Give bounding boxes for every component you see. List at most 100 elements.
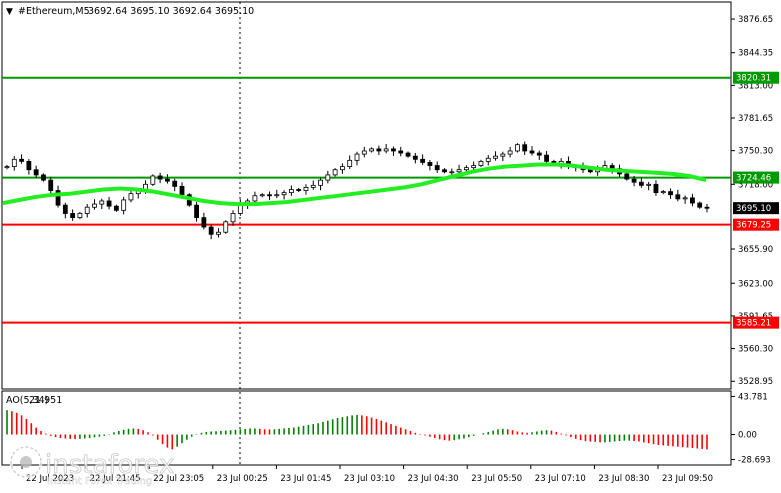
candle-body bbox=[310, 184, 316, 188]
ao-tick-label: 43.781 bbox=[738, 392, 768, 402]
candle-body bbox=[92, 203, 97, 208]
candle-body bbox=[631, 178, 637, 183]
time-tick-label: 22 Jul 23:05 bbox=[153, 474, 204, 484]
candle-body bbox=[376, 148, 382, 152]
candle-body bbox=[340, 166, 345, 171]
support-label: 3585.21 bbox=[736, 319, 771, 329]
candle-body bbox=[587, 169, 593, 173]
ao-tick-label: 0.00 bbox=[738, 431, 757, 441]
ao-value: 21.951 bbox=[29, 395, 62, 406]
candle-body bbox=[434, 165, 440, 171]
candle-body bbox=[675, 194, 681, 200]
candle-body bbox=[347, 159, 353, 167]
candle-body bbox=[259, 194, 265, 197]
candle-body bbox=[369, 148, 374, 152]
candle-body bbox=[318, 179, 323, 186]
candle-body bbox=[128, 193, 134, 201]
candle-body bbox=[544, 154, 549, 162]
candle-body bbox=[522, 144, 528, 152]
current-price-box bbox=[733, 202, 779, 215]
candle-body bbox=[493, 155, 498, 159]
candle-body bbox=[325, 174, 331, 181]
candle-body bbox=[420, 158, 426, 163]
candle-body bbox=[26, 160, 32, 171]
candle-body bbox=[478, 160, 484, 166]
candle-body bbox=[274, 194, 280, 197]
candle-body bbox=[19, 158, 24, 162]
candle-body bbox=[99, 200, 105, 205]
candle-body bbox=[427, 162, 433, 166]
candle-body bbox=[113, 205, 119, 211]
time-tick-label: 22 Jul 2023 bbox=[26, 474, 74, 484]
candle-body bbox=[33, 169, 39, 176]
candle-body bbox=[121, 199, 127, 211]
candle-body bbox=[660, 191, 666, 194]
support-label-box bbox=[733, 316, 779, 329]
candle-body bbox=[463, 167, 469, 171]
candle-body bbox=[208, 226, 214, 235]
price-tick-label: 3718.00 bbox=[738, 180, 773, 190]
candle-body bbox=[704, 206, 710, 209]
price-tick-label: 3750.30 bbox=[738, 147, 773, 157]
candle-body bbox=[55, 190, 61, 206]
time-tick-label: 23 Jul 03:10 bbox=[344, 474, 395, 484]
time-tick-label: 23 Jul 01:45 bbox=[280, 474, 331, 484]
candle-body bbox=[412, 155, 418, 160]
candle-body bbox=[398, 150, 404, 154]
candle-body bbox=[383, 148, 389, 152]
candle-body bbox=[41, 174, 46, 181]
candle-body bbox=[288, 189, 294, 194]
level-labels: 3820.31 3724.46 3679.25 3585.21 3695.10 bbox=[733, 71, 779, 329]
price-tick-label: 3655.90 bbox=[738, 245, 773, 255]
candle-body bbox=[361, 150, 367, 155]
time-tick-label: 22 Jul 21:45 bbox=[90, 474, 141, 484]
candle-body bbox=[638, 181, 644, 186]
collapse-arrow-icon[interactable]: ▼ bbox=[6, 7, 13, 17]
candle-body bbox=[332, 169, 338, 176]
candle-body bbox=[150, 175, 156, 185]
main-plot-frame bbox=[1, 1, 732, 390]
candle-body bbox=[267, 194, 272, 197]
logo-brand: instaforex bbox=[45, 450, 174, 480]
resistance-label-box bbox=[733, 171, 779, 184]
candle-body bbox=[690, 197, 695, 204]
candle-body bbox=[70, 213, 76, 219]
candle-body bbox=[48, 179, 54, 191]
price-tick-label: 3623.00 bbox=[738, 279, 773, 289]
candle-body bbox=[405, 152, 411, 157]
support-label: 3679.25 bbox=[736, 221, 771, 231]
candle-body bbox=[4, 166, 10, 169]
candle-body bbox=[157, 175, 163, 180]
candle-body bbox=[230, 213, 236, 223]
candle-body bbox=[179, 185, 185, 196]
logo-tagline: Instant Forex Trading bbox=[47, 476, 152, 487]
ma-line bbox=[2, 162, 707, 207]
price-tick-label: 3528.95 bbox=[738, 377, 773, 387]
ao-axis: 43.781 0.00 -28.693 bbox=[731, 392, 771, 466]
price-tick-label: 3781.65 bbox=[738, 114, 773, 124]
ao-tick-label: -28.693 bbox=[738, 456, 771, 466]
resistance-label-box bbox=[733, 71, 779, 84]
candle-body bbox=[624, 173, 630, 180]
candle-body bbox=[252, 195, 258, 202]
price-tick-label: 3876.65 bbox=[738, 15, 773, 25]
candle-body bbox=[536, 152, 542, 156]
ao-label: AO(5,34) bbox=[6, 395, 48, 406]
candle-body bbox=[442, 169, 447, 173]
candle-body bbox=[296, 189, 302, 191]
moving-average bbox=[2, 162, 707, 207]
candle-body bbox=[303, 187, 309, 191]
price-tick-label: 3844.35 bbox=[738, 49, 773, 59]
time-axis: 22 Jul 2023 22 Jul 21:45 22 Jul 23:05 23 Ju… bbox=[21, 465, 713, 484]
candle-body bbox=[106, 200, 112, 207]
candle-body bbox=[354, 153, 360, 161]
candle-body bbox=[165, 178, 170, 182]
candle-body bbox=[500, 153, 506, 157]
candle-body bbox=[11, 158, 17, 167]
candle-body bbox=[449, 171, 455, 174]
price-tick-label: 3560.30 bbox=[738, 345, 773, 355]
candle-body bbox=[515, 144, 520, 152]
ohlc-values: 3692.64 3695.10 3692.64 3695.10 bbox=[88, 6, 254, 17]
symbol-label: #Ethereum,M5 bbox=[18, 6, 90, 17]
